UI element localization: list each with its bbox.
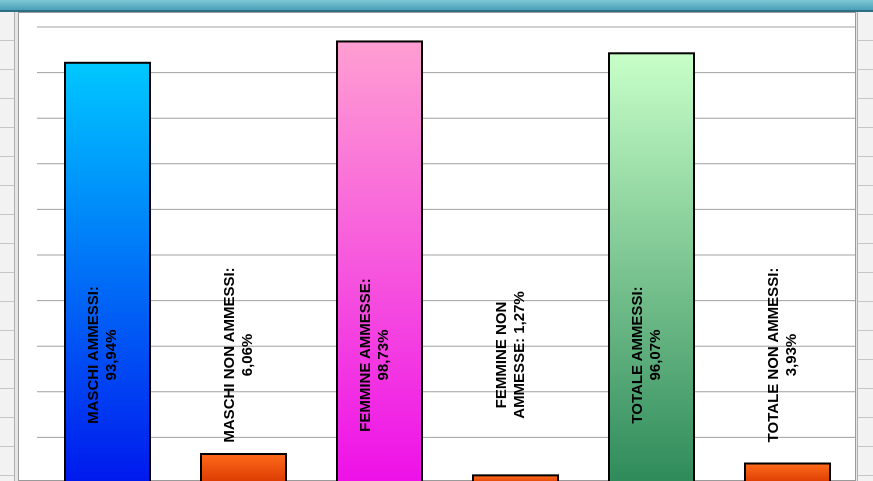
data-label: TOTALE AMMESSI:96,07%	[629, 286, 664, 423]
data-label-line: MASCHI NON AMMESSI:	[221, 267, 238, 442]
data-label-line: 3,93%	[783, 334, 800, 377]
window-top-bar	[0, 0, 873, 12]
left-spreadsheet-strip	[0, 12, 15, 481]
bar-maschi-non-ammessi	[200, 453, 287, 481]
data-label-line: TOTALE AMMESSI:	[629, 286, 646, 423]
data-label-line: FEMMINE NON	[493, 302, 510, 409]
data-label-line: TOTALE NON AMMESSI:	[765, 268, 782, 443]
data-label: FEMMINE AMMESSE:98,73%	[357, 278, 392, 432]
bar-femmine-ammesse	[336, 40, 423, 481]
bar-maschi-ammessi	[64, 61, 151, 481]
data-label-line: MASCHI AMMESSI:	[85, 286, 102, 424]
right-spreadsheet-strip	[857, 12, 873, 481]
data-label-line: FEMMINE AMMESSE:	[357, 278, 374, 432]
bar-femmine-non-ammesse	[472, 474, 559, 481]
data-label-line: 96,07%	[647, 330, 664, 381]
gridlines	[37, 26, 855, 438]
data-label-line: AMMESSE: 1,27%	[511, 291, 528, 419]
data-label-line: 98,73%	[375, 330, 392, 381]
bar-totale-ammessi	[608, 52, 695, 481]
bar-totale-non-ammessi	[744, 462, 831, 481]
data-label: MASCHI AMMESSI:93,94%	[85, 286, 120, 424]
data-label: TOTALE NON AMMESSI:3,93%	[765, 268, 800, 443]
data-label-line: 6,06%	[239, 334, 256, 377]
data-labels: MASCHI AMMESSI:93,94% MASCHI NON AMMESSI:…	[85, 267, 800, 442]
data-label-line: 93,94%	[103, 330, 120, 381]
bars	[64, 40, 831, 481]
data-label: MASCHI NON AMMESSI:6,06%	[221, 267, 256, 442]
plot-area	[18, 12, 856, 481]
data-label: FEMMINE NONAMMESSE: 1,27%	[493, 291, 528, 419]
